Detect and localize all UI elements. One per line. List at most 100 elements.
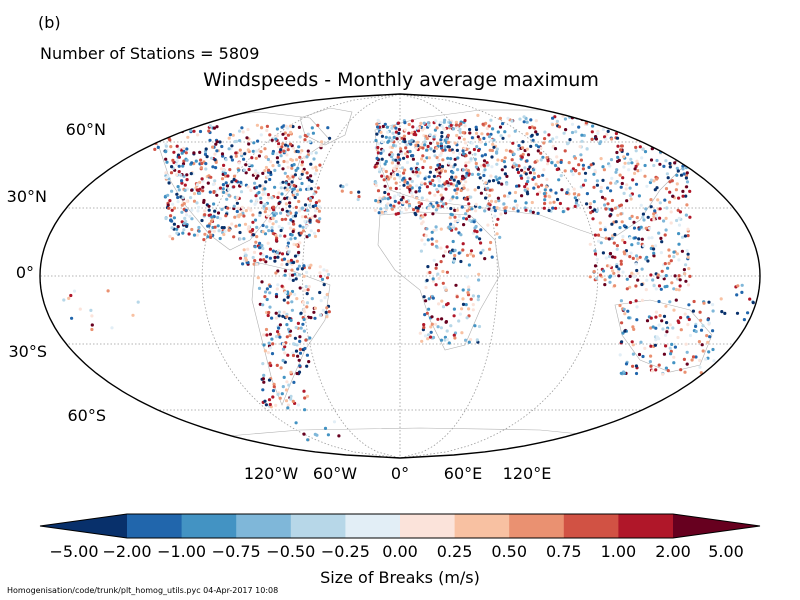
station-count: Number of Stations = 5809 (40, 44, 260, 63)
station-point (484, 181, 488, 185)
station-point (425, 185, 429, 189)
station-point (266, 193, 270, 197)
station-point (440, 184, 444, 188)
station-point (189, 196, 193, 200)
station-point (535, 192, 540, 196)
station-point (457, 136, 461, 140)
station-points (62, 113, 760, 442)
station-point (300, 163, 304, 167)
station-point (261, 253, 265, 257)
station-point (311, 131, 315, 135)
station-point (298, 241, 302, 245)
station-point (520, 176, 524, 180)
station-point (280, 284, 284, 288)
station-point (224, 214, 228, 218)
station-point (382, 167, 386, 172)
station-point (287, 176, 291, 181)
station-point (247, 225, 251, 229)
station-point (623, 329, 627, 333)
station-point (667, 248, 671, 252)
station-point (598, 141, 602, 146)
station-point (669, 210, 673, 214)
station-point (309, 162, 313, 166)
station-point (675, 166, 679, 170)
station-point (612, 241, 616, 245)
station-point (445, 270, 449, 274)
station-point (285, 262, 289, 266)
station-point (308, 336, 312, 340)
station-point (296, 354, 300, 358)
station-point (258, 258, 263, 262)
station-point (495, 206, 499, 210)
station-point (238, 230, 242, 235)
station-point (678, 210, 683, 214)
station-point (431, 212, 435, 216)
station-point (408, 187, 412, 192)
station-point (543, 137, 547, 141)
station-point (270, 352, 275, 356)
station-point (239, 213, 243, 217)
station-point (443, 145, 447, 149)
station-point (287, 182, 291, 186)
station-point (284, 217, 288, 221)
station-point (621, 270, 625, 274)
station-point (464, 161, 468, 165)
station-point (171, 158, 175, 162)
station-point (479, 191, 483, 195)
station-point (615, 168, 619, 172)
station-point (294, 211, 298, 215)
station-point (686, 283, 691, 287)
station-point (617, 267, 621, 271)
station-point (649, 178, 654, 182)
station-point (551, 116, 555, 120)
station-point (632, 127, 636, 131)
station-point (175, 231, 179, 235)
station-point (213, 209, 217, 213)
station-point (692, 299, 696, 304)
station-point (694, 355, 698, 359)
station-point (625, 199, 629, 203)
station-point (672, 308, 676, 312)
station-point (392, 166, 396, 170)
station-point (453, 141, 457, 145)
station-point (269, 160, 273, 164)
station-point (284, 388, 289, 392)
station-point (283, 360, 287, 364)
station-point (449, 212, 453, 216)
station-point (453, 248, 457, 252)
station-point (652, 163, 656, 168)
station-point (390, 207, 394, 211)
station-point (407, 204, 412, 208)
station-point (247, 142, 251, 146)
station-point (385, 206, 389, 210)
station-point (291, 353, 296, 358)
station-point (495, 223, 499, 227)
station-point (637, 194, 642, 198)
station-point (613, 206, 618, 210)
station-point (668, 165, 672, 169)
station-point (706, 340, 710, 344)
station-point (536, 185, 541, 189)
station-point (276, 392, 280, 396)
station-point (170, 219, 174, 223)
station-point (285, 335, 289, 339)
station-point (268, 247, 272, 251)
station-point (634, 145, 638, 149)
station-point (432, 149, 436, 153)
station-point (303, 138, 307, 142)
station-point (168, 199, 172, 203)
station-point (447, 183, 451, 188)
station-point (277, 201, 281, 206)
station-point (476, 294, 481, 298)
station-point (603, 283, 607, 287)
station-point (310, 215, 314, 219)
station-point (578, 145, 582, 149)
station-point (433, 128, 437, 132)
station-point (464, 212, 468, 216)
station-point (565, 190, 569, 195)
station-point (357, 190, 361, 194)
colorbar-segment (563, 514, 619, 538)
station-point (224, 158, 228, 162)
station-point (244, 171, 248, 175)
station-point (707, 300, 711, 304)
